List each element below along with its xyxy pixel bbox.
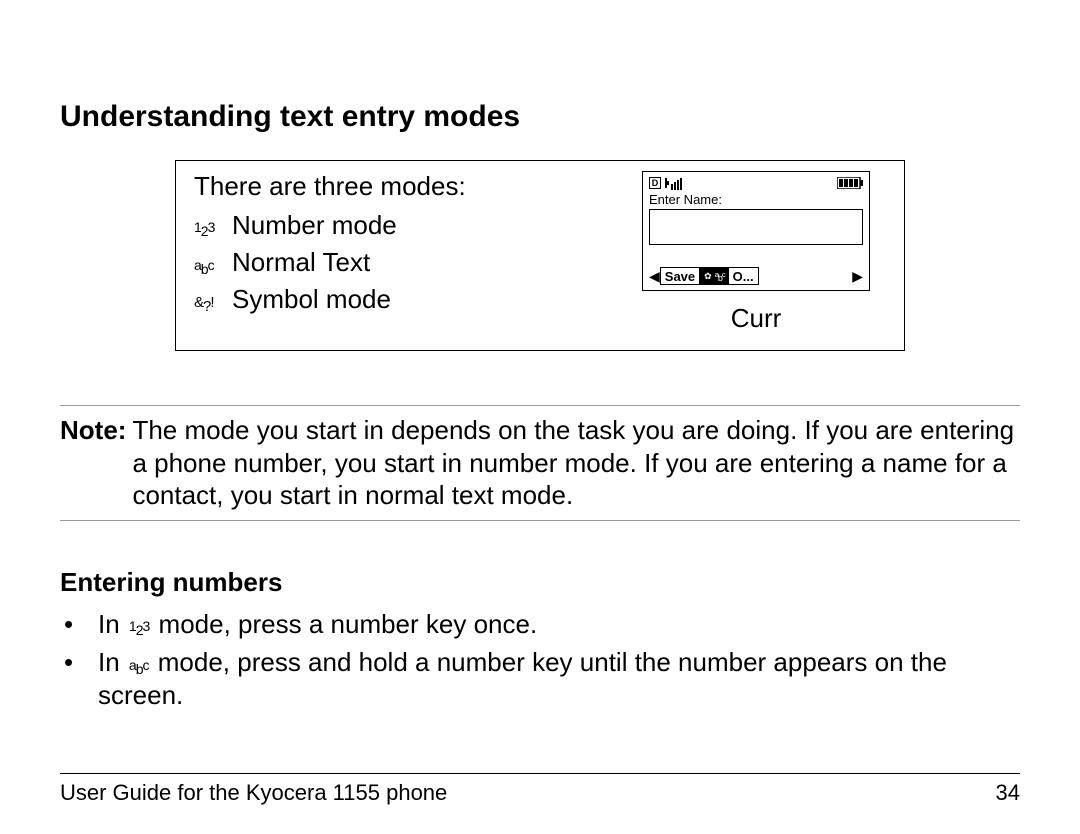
phone-screen: D: [642, 171, 870, 291]
note-label: Note:: [60, 414, 126, 512]
screen-caption: Curr: [731, 303, 782, 334]
bullet-post: mode, press and hold a number key until …: [98, 647, 947, 710]
entering-numbers-heading: Entering numbers: [60, 567, 1020, 598]
nav-right-icon: ▶: [852, 269, 863, 283]
bullet-pre: In: [98, 609, 127, 639]
mode-item-symbol: &?! Symbol mode: [194, 284, 626, 315]
mode-label: Symbol mode: [232, 284, 391, 315]
softkey-save: Save: [660, 267, 700, 285]
page-title: Understanding text entry modes: [60, 100, 1020, 134]
entering-numbers-list: • In 123 mode, press a number key once. …: [60, 608, 1020, 712]
normal-text-icon: abc: [194, 258, 232, 275]
bullet-post: mode, press a number key once.: [159, 609, 538, 639]
list-item: • In 123 mode, press a number key once.: [60, 608, 1020, 641]
number-mode-icon: 123: [127, 620, 151, 639]
symbol-mode-icon: &?!: [194, 295, 232, 312]
number-mode-icon: 123: [194, 221, 232, 238]
bullet-icon: •: [60, 646, 98, 711]
modes-list: There are three modes: 123 Number mode a…: [194, 171, 626, 334]
normal-text-icon: abc: [127, 658, 151, 677]
phone-status-bar: D: [643, 172, 869, 192]
phone-softkey-bar: ◀ Save ✿ abc O... ▶: [649, 266, 863, 286]
softkey-options: O...: [729, 267, 759, 285]
phone-text-field: [649, 209, 863, 245]
note-block: Note: The mode you start in depends on t…: [60, 405, 1020, 521]
mode-item-number: 123 Number mode: [194, 210, 626, 241]
phone-preview-column: D: [626, 171, 886, 334]
bullet-pre: In: [98, 647, 127, 677]
phone-prompt-label: Enter Name:: [643, 192, 869, 207]
mode-item-normal: abc Normal Text: [194, 247, 626, 278]
modes-table: There are three modes: 123 Number mode a…: [175, 160, 905, 351]
note-text: The mode you start in depends on the tas…: [126, 414, 1020, 512]
bullet-icon: •: [60, 608, 98, 641]
footer-page-number: 34: [996, 780, 1020, 806]
mode-label: Number mode: [232, 210, 397, 241]
list-item: • In abc mode, press and hold a number k…: [60, 646, 1020, 711]
modes-intro-text: There are three modes:: [194, 171, 626, 202]
softkey-mode-indicator: ✿ abc: [700, 267, 728, 285]
nav-left-icon: ◀: [649, 269, 660, 283]
footer-title: User Guide for the Kyocera 1155 phone: [60, 780, 447, 806]
page-footer: User Guide for the Kyocera 1155 phone 34: [60, 773, 1020, 806]
signal-icon: [665, 176, 685, 190]
battery-icon: [837, 177, 863, 189]
digital-indicator-icon: D: [649, 177, 661, 189]
mode-label: Normal Text: [232, 247, 370, 278]
